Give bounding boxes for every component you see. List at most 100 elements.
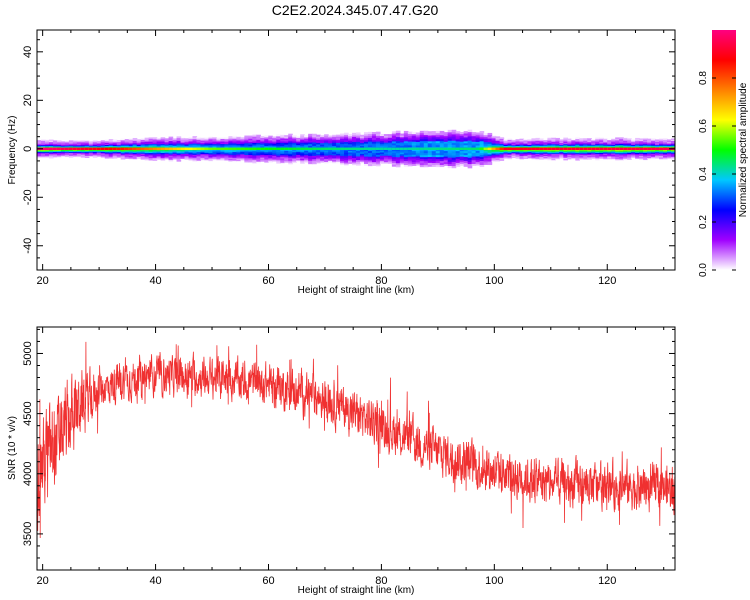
heatmap-cell: [136, 141, 142, 143]
heatmap-cell: [455, 144, 461, 148]
heatmap-cell: [623, 150, 628, 152]
heatmap-cell: [80, 151, 86, 153]
heatmap-cell: [623, 154, 628, 157]
heatmap-ridge: [260, 147, 265, 150]
heatmap-cell: [375, 137, 381, 140]
heatmap-cell: [204, 154, 210, 157]
heatmap-cell: [671, 140, 675, 143]
heatmap-cell: [655, 139, 660, 141]
heatmap-cell: [352, 150, 357, 153]
heatmap-cell: [395, 154, 401, 158]
heatmap-cell: [336, 159, 341, 162]
heatmap-ridge: [200, 147, 206, 150]
heatmap-cell: [37, 149, 42, 152]
heatmap-cell: [64, 149, 70, 151]
heatmap-cell: [104, 156, 110, 158]
heatmap-cell: [48, 149, 54, 152]
heatmap-cell: [124, 149, 130, 152]
heatmap-cell: [595, 152, 600, 155]
heatmap-cell: [160, 156, 166, 159]
heatmap-cell: [240, 137, 245, 139]
heatmap-cell: [583, 139, 588, 141]
heatmap-cell: [296, 138, 301, 141]
heatmap-cell: [415, 132, 421, 135]
heatmap-ridge: [316, 147, 321, 150]
heatmap-cell: [112, 152, 118, 155]
heatmap-cell: [427, 139, 433, 142]
heatmap-cell: [403, 164, 409, 168]
heatmap-cell: [88, 146, 94, 148]
heatmap-cell: [519, 152, 525, 154]
heatmap-cell: [108, 157, 114, 159]
heatmap-cell: [76, 151, 82, 153]
heatmap-cell: [52, 152, 58, 154]
heatmap-cell: [419, 132, 425, 136]
heatmap-cell: [196, 150, 202, 152]
heatmap-cell: [511, 139, 517, 142]
heatmap-cell: [607, 151, 612, 153]
heatmap-cell: [192, 157, 198, 160]
heatmap-cell: [375, 144, 381, 148]
heatmap-cell: [48, 152, 54, 155]
heatmap-cell: [236, 155, 241, 158]
heatmap-cell: [639, 146, 644, 149]
heatmap-cell: [367, 161, 373, 165]
heatmap-cell: [535, 150, 541, 152]
heatmap-cell: [352, 152, 357, 155]
heatmap-cell: [252, 140, 257, 143]
heatmap-cell: [232, 154, 237, 157]
heatmap-cell: [383, 150, 389, 153]
heatmap-cell: [655, 146, 660, 149]
heatmap-cell: [228, 145, 233, 148]
heatmap-cell: [663, 152, 668, 154]
heatmap-cell: [180, 142, 186, 145]
heatmap-cell: [427, 158, 433, 161]
heatmap-cell: [56, 144, 62, 146]
heatmap-cell: [268, 141, 273, 144]
heatmap-cell: [304, 136, 309, 139]
heatmap-cell: [288, 142, 293, 145]
heatmap-cell: [451, 159, 457, 162]
heatmap-cell: [611, 156, 616, 159]
heatmap-cell: [507, 149, 513, 152]
heatmap-cell: [559, 142, 564, 144]
heatmap-cell: [144, 145, 150, 147]
heatmap-cell: [124, 150, 130, 153]
heatmap-cell: [340, 158, 345, 162]
heatmap-ridge: [240, 147, 245, 150]
heatmap-cell: [631, 154, 636, 156]
heatmap-cell: [455, 158, 461, 161]
heatmap-ridge: [172, 147, 178, 150]
heatmap-cell: [639, 143, 644, 145]
heatmap-cell: [120, 139, 126, 142]
heatmap-cell: [96, 143, 102, 145]
heatmap-cell: [140, 158, 146, 160]
heatmap-cell: [56, 152, 62, 154]
heatmap-cell: [328, 141, 333, 144]
heatmap-cell: [268, 142, 273, 145]
heatmap-cell: [37, 141, 42, 144]
heatmap-cell: [356, 136, 361, 139]
heatmap-cell: [639, 154, 644, 157]
heatmap-cell: [276, 160, 281, 162]
heatmap-cell: [156, 137, 162, 140]
heatmap-cell: [128, 142, 134, 144]
colorbar-tick-label: 0.0: [698, 263, 709, 277]
heatmap-cell: [575, 143, 580, 146]
heatmap-cell: [467, 131, 473, 135]
heatmap-cell: [503, 146, 509, 149]
heatmap-cell: [144, 156, 150, 158]
heatmap-cell: [124, 142, 130, 144]
heatmap-cell: [427, 133, 433, 136]
heatmap-cell: [56, 145, 62, 147]
heatmap-cell: [535, 143, 541, 146]
heatmap-cell: [252, 159, 257, 162]
heatmap-cell: [371, 154, 377, 157]
heatmap-cell: [88, 151, 94, 153]
heatmap-cell: [595, 143, 600, 146]
heatmap-cell: [176, 144, 182, 147]
heatmap-cell: [371, 141, 377, 144]
heatmap-cell: [387, 150, 393, 153]
heatmap-cell: [623, 139, 628, 141]
heatmap-cell: [415, 152, 421, 155]
